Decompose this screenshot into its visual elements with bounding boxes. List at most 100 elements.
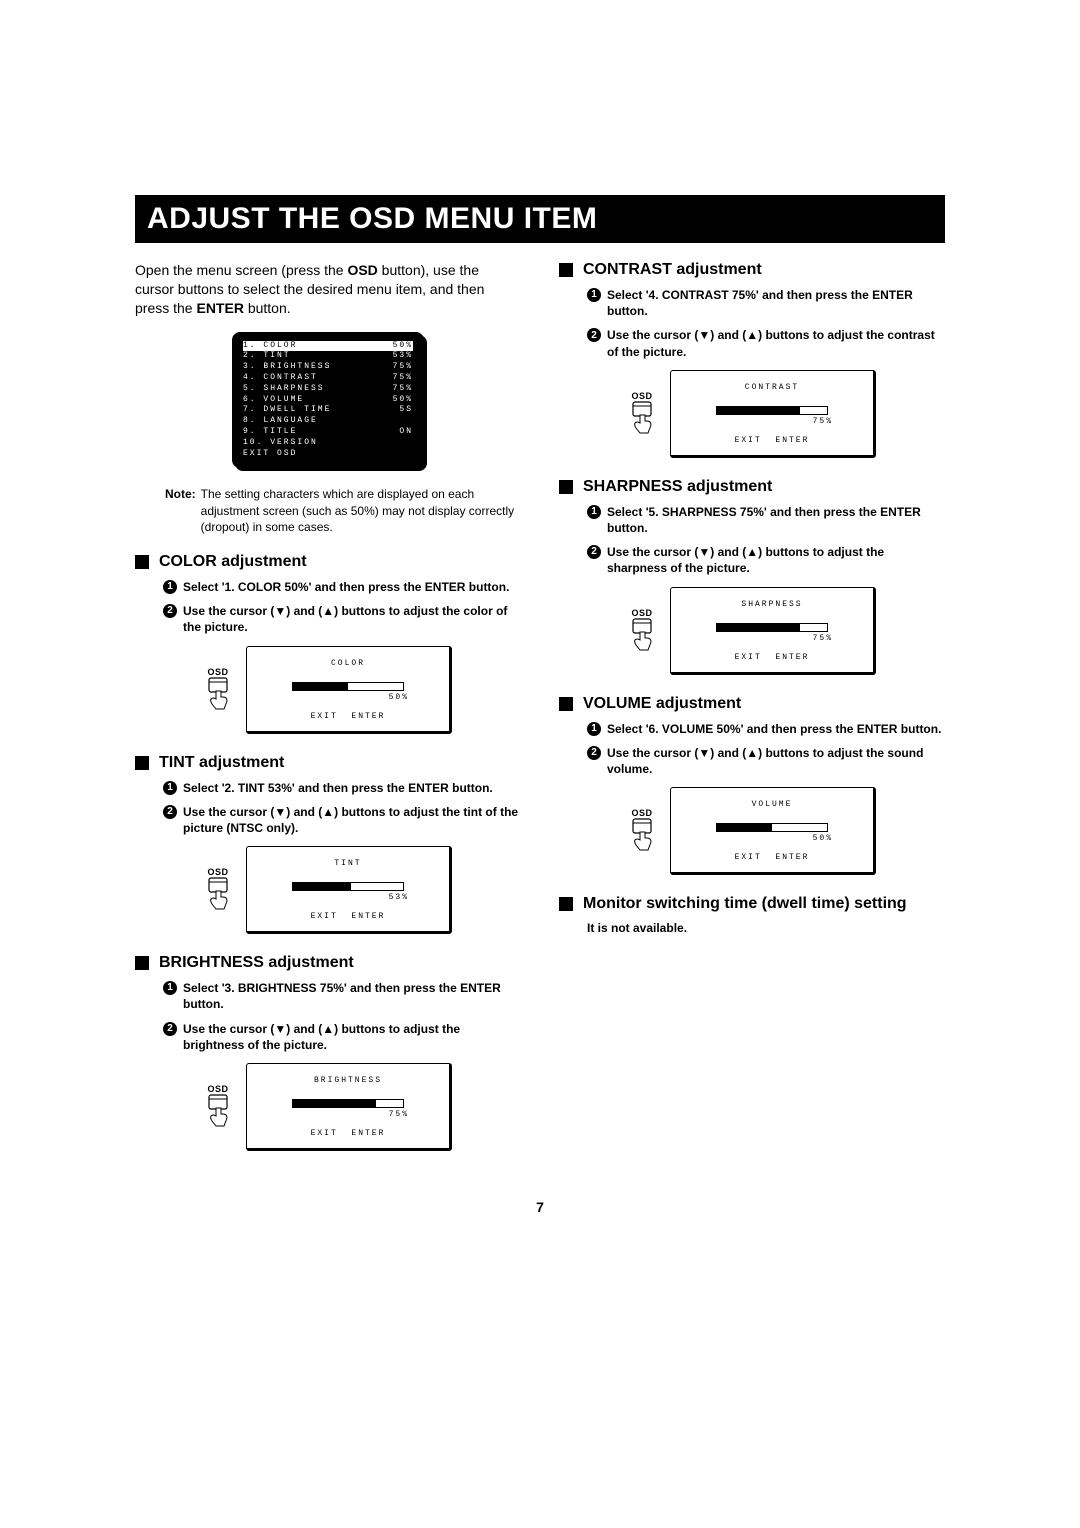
finger-press-icon [628, 618, 656, 654]
manual-page: ADJUST THE OSD MENU ITEM Open the menu s… [0, 0, 1080, 1275]
osd-button-icon: OSD [204, 1084, 232, 1130]
step-number-icon: 1 [587, 288, 601, 302]
heading-text: CONTRAST adjustment [583, 261, 762, 279]
osd-diagram-color: OSD COLOR 50% EXIT ENTER [135, 646, 521, 734]
step-text: Use the cursor (▼) and (▲) buttons to ad… [607, 544, 945, 576]
level-bar-fill [293, 683, 348, 690]
step-number-icon: 2 [587, 328, 601, 342]
page-number: 7 [135, 1199, 945, 1215]
level-percent: 75% [287, 1110, 409, 1119]
heading-text: VOLUME adjustment [583, 695, 741, 713]
square-bullet-icon [559, 897, 573, 911]
step: 2 Use the cursor (▼) and (▲) buttons to a… [163, 1021, 521, 1053]
exit-enter-row: EXIT ENTER [687, 653, 857, 662]
square-bullet-icon [559, 263, 573, 277]
menu-row: 1. COLOR50% [243, 341, 413, 352]
osd-adjust-screen: VOLUME 50% EXIT ENTER [670, 787, 876, 875]
osd-label: OSD [631, 391, 652, 401]
step: 2 Use the cursor (▼) and (▲) buttons to a… [163, 804, 521, 836]
intro-pre: Open the menu screen (press the [135, 262, 347, 278]
note-label: Note: [165, 486, 196, 535]
level-percent: 75% [711, 634, 833, 643]
osd-adjust-screen: SHARPNESS 75% EXIT ENTER [670, 587, 876, 675]
osd-adjust-screen: TINT 53% EXIT ENTER [246, 846, 452, 934]
menu-row: 4. CONTRAST75% [243, 373, 413, 384]
exit-enter-row: EXIT ENTER [687, 436, 857, 445]
intro-enter: ENTER [196, 300, 243, 316]
osd-label: OSD [207, 1084, 228, 1094]
square-bullet-icon [135, 956, 149, 970]
step: 1Select '1. COLOR 50%' and then press th… [163, 579, 521, 595]
finger-press-icon [628, 818, 656, 854]
step-text: Select '4. CONTRAST 75%' and then press … [607, 287, 945, 319]
osd-diagram-volume: OSD VOLUME 50% EXIT ENTER [559, 787, 945, 875]
steps-sharpness: 1 Select '5. SHARPNESS 75%' and then pres… [559, 504, 945, 577]
screen-title: VOLUME [687, 800, 857, 809]
step-number-icon: 1 [163, 580, 177, 594]
section-heading-volume: VOLUME adjustment [559, 695, 945, 713]
level-bar [716, 823, 828, 832]
square-bullet-icon [559, 697, 573, 711]
step-number-icon: 2 [163, 1022, 177, 1036]
steps-tint: 1Select '2. TINT 53%' and then press the… [135, 780, 521, 837]
screen-title: TINT [263, 859, 433, 868]
exit-enter-row: EXIT ENTER [263, 912, 433, 921]
intro-text: Open the menu screen (press the OSD butt… [135, 261, 521, 318]
level-bar [292, 1099, 404, 1108]
finger-press-icon [204, 677, 232, 713]
step-text: Select '3. BRIGHTNESS 75%' and then pres… [183, 980, 521, 1012]
osd-button-icon: OSD [628, 808, 656, 854]
step: 1Select '6. VOLUME 50%' and then press t… [587, 721, 945, 737]
step: 2Use the cursor (▼) and (▲) buttons to a… [587, 544, 945, 576]
page-title: ADJUST THE OSD MENU ITEM [135, 195, 945, 243]
section-heading-contrast: CONTRAST adjustment [559, 261, 945, 279]
screen-title: SHARPNESS [687, 600, 857, 609]
osd-main-menu: 1. COLOR50% 2. TINT53% 3. BRIGHTNESS75% … [232, 332, 424, 469]
step: 1 Select '5. SHARPNESS 75%' and then pres… [587, 504, 945, 536]
heading-text: Monitor switching time (dwell time) sett… [583, 895, 907, 913]
left-column: Open the menu screen (press the OSD butt… [135, 261, 521, 1171]
square-bullet-icon [135, 555, 149, 569]
steps-color: 1Select '1. COLOR 50%' and then press th… [135, 579, 521, 636]
menu-row: EXIT OSD [243, 449, 413, 460]
steps-volume: 1Select '6. VOLUME 50%' and then press t… [559, 721, 945, 778]
step-text: Use the cursor (▼) and (▲) buttons to ad… [183, 1021, 521, 1053]
finger-press-icon [628, 401, 656, 437]
heading-text: SHARPNESS adjustment [583, 478, 772, 496]
step: 2Use the cursor (▼) and (▲) buttons to a… [587, 745, 945, 777]
finger-press-icon [204, 1094, 232, 1130]
note: Note: The setting characters which are d… [165, 486, 521, 535]
square-bullet-icon [559, 480, 573, 494]
heading-text: BRIGHTNESS adjustment [159, 954, 354, 972]
osd-label: OSD [207, 867, 228, 877]
step-text: Use the cursor (▼) and (▲) buttons to ad… [183, 804, 521, 836]
step-text: Select '5. SHARPNESS 75%' and then press… [607, 504, 945, 536]
heading-text: COLOR adjustment [159, 553, 307, 571]
osd-label: OSD [631, 608, 652, 618]
osd-diagram-contrast: OSD CONTRAST 75% EXIT ENTER [559, 370, 945, 458]
steps-contrast: 1 Select '4. CONTRAST 75%' and then press… [559, 287, 945, 360]
step-number-icon: 2 [163, 805, 177, 819]
level-bar-fill [717, 824, 772, 831]
osd-button-icon: OSD [628, 391, 656, 437]
level-percent: 50% [287, 693, 409, 702]
section-heading-dwell: Monitor switching time (dwell time) sett… [559, 895, 945, 913]
level-percent: 50% [711, 834, 833, 843]
osd-adjust-screen: COLOR 50% EXIT ENTER [246, 646, 452, 734]
step-number-icon: 2 [163, 604, 177, 618]
osd-diagram-brightness: OSD BRIGHTNESS 75% EXIT ENTER [135, 1063, 521, 1151]
menu-row: 9. TITLEON [243, 427, 413, 438]
step: 1Select '3. BRIGHTNESS 75%' and then pre… [163, 980, 521, 1012]
step-number-icon: 1 [587, 722, 601, 736]
step: 2Use the cursor (▼) and (▲) buttons to a… [163, 603, 521, 635]
level-bar-fill [293, 1100, 376, 1107]
step-number-icon: 1 [587, 505, 601, 519]
dwell-note: It is not available. [587, 921, 945, 935]
osd-button-icon: OSD [204, 867, 232, 913]
osd-button-icon: OSD [204, 667, 232, 713]
step: 1Select '2. TINT 53%' and then press the… [163, 780, 521, 796]
menu-row: 10. VERSION [243, 438, 413, 449]
osd-adjust-screen: BRIGHTNESS 75% EXIT ENTER [246, 1063, 452, 1151]
section-heading-brightness: BRIGHTNESS adjustment [135, 954, 521, 972]
heading-text: TINT adjustment [159, 754, 284, 772]
